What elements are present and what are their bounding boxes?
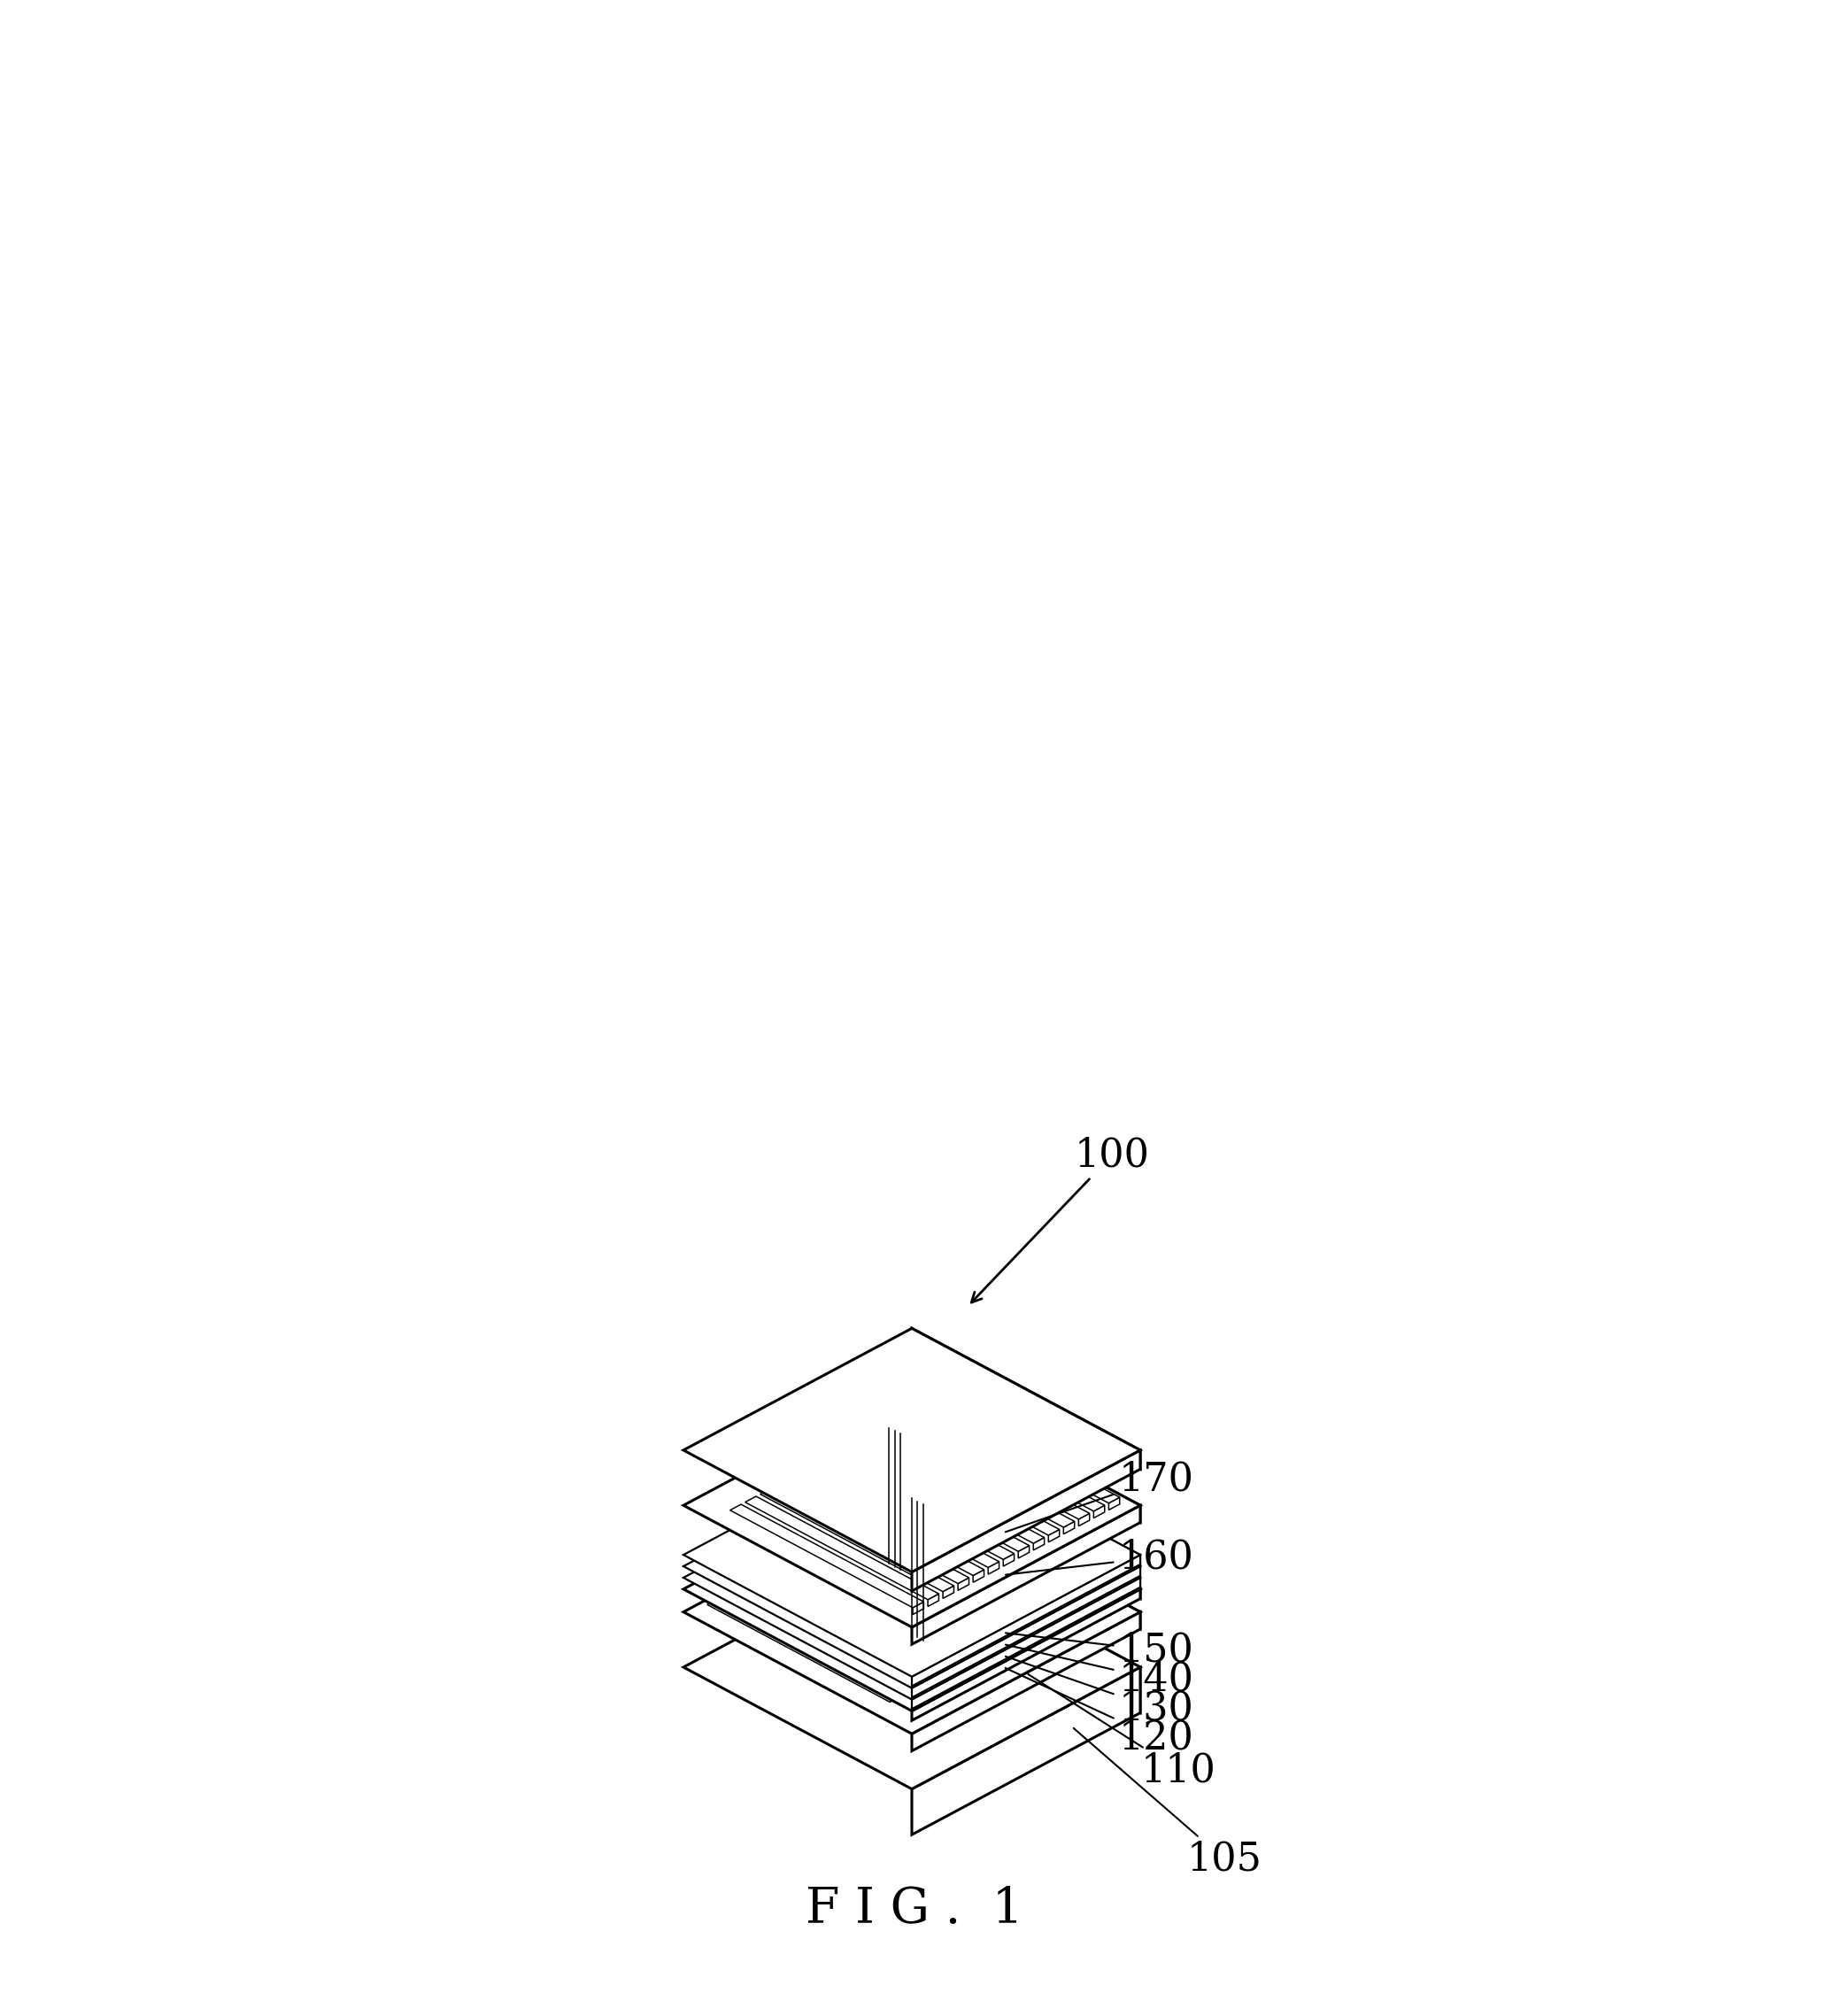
- Polygon shape: [684, 1468, 1139, 1712]
- Polygon shape: [684, 1433, 1139, 1677]
- Polygon shape: [684, 1383, 1139, 1627]
- Polygon shape: [865, 1431, 1059, 1536]
- Polygon shape: [1063, 1522, 1074, 1534]
- Polygon shape: [883, 1510, 1066, 1615]
- Text: 120: 120: [1006, 1667, 1194, 1756]
- Polygon shape: [907, 1385, 982, 1431]
- Polygon shape: [858, 1518, 1052, 1621]
- Polygon shape: [1002, 1554, 1013, 1566]
- Polygon shape: [913, 1579, 1139, 1710]
- Polygon shape: [790, 1472, 984, 1574]
- Polygon shape: [821, 1456, 1013, 1560]
- Text: 170: 170: [1006, 1460, 1194, 1532]
- Polygon shape: [719, 1599, 902, 1704]
- Polygon shape: [1094, 1506, 1105, 1518]
- Text: 150: 150: [1006, 1631, 1194, 1669]
- Polygon shape: [836, 1447, 1030, 1552]
- Polygon shape: [944, 1587, 955, 1599]
- Polygon shape: [763, 1574, 946, 1679]
- Polygon shape: [913, 1667, 1139, 1835]
- Polygon shape: [708, 1599, 902, 1702]
- Polygon shape: [882, 1391, 968, 1437]
- Polygon shape: [913, 1566, 1139, 1697]
- Text: 130: 130: [1006, 1657, 1194, 1728]
- Polygon shape: [889, 1502, 1081, 1605]
- Polygon shape: [812, 1542, 1006, 1645]
- Polygon shape: [684, 1456, 1139, 1699]
- Polygon shape: [768, 1566, 962, 1669]
- Polygon shape: [900, 1502, 1081, 1607]
- Polygon shape: [893, 1391, 968, 1439]
- Polygon shape: [775, 1480, 969, 1583]
- Polygon shape: [913, 1456, 1139, 1587]
- Polygon shape: [779, 1566, 962, 1671]
- Polygon shape: [913, 1603, 924, 1615]
- Polygon shape: [913, 1613, 1139, 1752]
- Polygon shape: [896, 1385, 982, 1429]
- Polygon shape: [744, 1496, 938, 1599]
- Polygon shape: [925, 1399, 1119, 1504]
- Polygon shape: [913, 1546, 1139, 1714]
- Polygon shape: [733, 1591, 916, 1695]
- Polygon shape: [748, 1583, 931, 1687]
- Polygon shape: [913, 1589, 1139, 1720]
- Polygon shape: [913, 1443, 1139, 1577]
- Polygon shape: [684, 1329, 1139, 1572]
- Text: 100: 100: [971, 1137, 1149, 1302]
- Text: 140: 140: [1006, 1645, 1194, 1699]
- Polygon shape: [914, 1494, 1097, 1599]
- Polygon shape: [913, 1554, 1139, 1685]
- Text: 105: 105: [1074, 1728, 1262, 1879]
- Polygon shape: [869, 1518, 1052, 1623]
- Polygon shape: [823, 1542, 1006, 1647]
- Polygon shape: [1108, 1498, 1119, 1510]
- Polygon shape: [1033, 1538, 1044, 1550]
- Polygon shape: [904, 1494, 1097, 1597]
- Polygon shape: [850, 1439, 1044, 1544]
- Polygon shape: [794, 1558, 977, 1663]
- Polygon shape: [854, 1526, 1037, 1631]
- Polygon shape: [1019, 1546, 1030, 1558]
- Polygon shape: [843, 1526, 1037, 1629]
- Polygon shape: [730, 1504, 924, 1607]
- Polygon shape: [913, 1450, 1139, 1591]
- Polygon shape: [911, 1407, 1105, 1512]
- Polygon shape: [872, 1510, 1066, 1613]
- Polygon shape: [1048, 1530, 1059, 1542]
- Polygon shape: [973, 1570, 984, 1583]
- Polygon shape: [808, 1550, 991, 1655]
- Text: F I G .  1: F I G . 1: [805, 1885, 1024, 1933]
- Polygon shape: [958, 1579, 969, 1591]
- Polygon shape: [684, 1443, 1139, 1687]
- Text: 110: 110: [1028, 1673, 1216, 1790]
- Polygon shape: [805, 1464, 999, 1568]
- Polygon shape: [896, 1415, 1090, 1520]
- Polygon shape: [913, 1468, 1139, 1599]
- Polygon shape: [913, 1329, 1139, 1470]
- Polygon shape: [927, 1595, 938, 1607]
- Polygon shape: [722, 1591, 916, 1693]
- Polygon shape: [783, 1558, 977, 1661]
- Polygon shape: [761, 1488, 955, 1591]
- Polygon shape: [829, 1534, 1021, 1637]
- Polygon shape: [988, 1562, 999, 1574]
- Polygon shape: [684, 1546, 1139, 1788]
- Text: 160: 160: [1006, 1538, 1194, 1577]
- Polygon shape: [752, 1574, 946, 1677]
- Polygon shape: [684, 1490, 1139, 1734]
- Polygon shape: [913, 1433, 1139, 1564]
- Polygon shape: [913, 1383, 1139, 1522]
- Polygon shape: [1079, 1514, 1090, 1526]
- Polygon shape: [737, 1583, 931, 1685]
- Polygon shape: [913, 1506, 1139, 1645]
- Polygon shape: [797, 1550, 991, 1653]
- Polygon shape: [840, 1534, 1021, 1639]
- Polygon shape: [882, 1423, 1074, 1528]
- Polygon shape: [913, 1490, 1139, 1629]
